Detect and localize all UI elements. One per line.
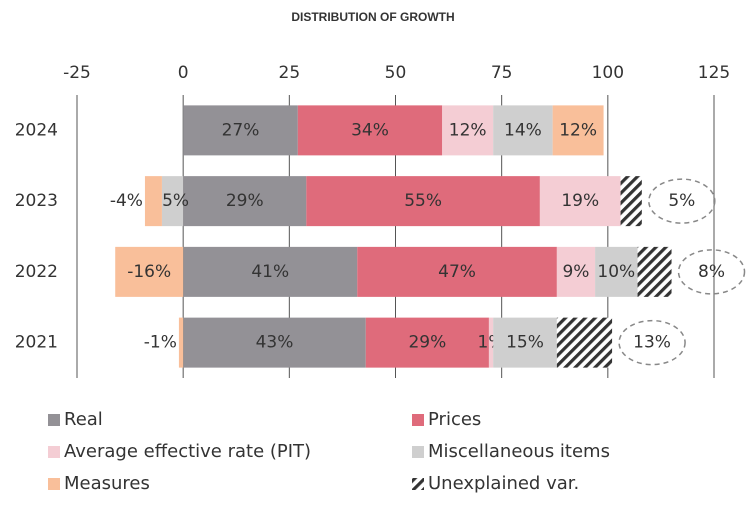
value-label: 34%	[351, 120, 389, 140]
y-tick-label: 2021	[15, 333, 58, 353]
x-tick-label: 25	[279, 63, 301, 83]
legend-swatch	[412, 414, 424, 426]
legend-label: Unexplained var.	[428, 473, 579, 494]
legend-swatch	[412, 446, 424, 458]
bar-segment	[488, 317, 494, 368]
bar-segment	[115, 246, 184, 297]
value-label: -5%	[156, 191, 189, 211]
bar-segment	[357, 246, 557, 297]
x-tick-label: 50	[385, 63, 407, 83]
value-label: 55%	[404, 191, 442, 211]
bar-segment	[620, 176, 642, 227]
legend-swatch	[48, 478, 60, 490]
bar-segment	[556, 317, 613, 368]
bar-segment	[595, 246, 638, 297]
value-label: -16%	[127, 262, 171, 282]
chart-title: DISTRIBUTION OF GROWTH	[291, 10, 454, 24]
bar-segment	[493, 317, 557, 368]
legend-swatch	[48, 414, 60, 426]
bar-segment	[539, 176, 621, 227]
value-label: 13%	[633, 333, 671, 353]
value-label: -1%	[144, 333, 177, 353]
value-label: 15%	[506, 333, 544, 353]
value-label: 27%	[222, 120, 260, 140]
bar-segment	[178, 317, 184, 368]
y-tick-label: 2024	[15, 120, 58, 140]
value-label: 9%	[562, 262, 589, 282]
value-label: 12%	[559, 120, 597, 140]
bar-segment	[365, 317, 489, 368]
y-tick-label: 2023	[15, 191, 58, 211]
value-label: 43%	[256, 333, 294, 353]
value-label: 29%	[408, 333, 446, 353]
y-tick-label: 2022	[15, 262, 58, 282]
value-label: -4%	[110, 191, 143, 211]
bar-segment	[161, 176, 184, 227]
x-tick-label: -25	[63, 63, 91, 83]
legend-label: Miscellaneous items	[428, 441, 610, 462]
bar-segment	[306, 176, 540, 227]
bar-segment	[183, 176, 307, 227]
value-label: 5%	[668, 191, 695, 211]
bar-segment	[637, 246, 672, 297]
value-label: 47%	[438, 262, 476, 282]
x-tick-label: 75	[491, 63, 513, 83]
legend-label: Average effective rate (PIT)	[64, 441, 311, 462]
label-bubble	[648, 178, 716, 224]
value-label: 19%	[561, 191, 599, 211]
bar-segment	[183, 246, 358, 297]
bar-segment	[297, 105, 443, 156]
value-label: 41%	[251, 262, 289, 282]
bar-segment	[442, 105, 494, 156]
legend-label: Prices	[428, 409, 481, 430]
legend-label: Measures	[64, 473, 150, 494]
bar-segment	[556, 246, 596, 297]
legend-swatch	[48, 446, 60, 458]
value-label: 14%	[504, 120, 542, 140]
label-bubble	[618, 319, 686, 366]
legend-swatch	[412, 478, 424, 490]
bar-segment	[183, 317, 366, 368]
bar-segment	[493, 105, 553, 156]
bar-segment	[144, 176, 162, 227]
x-tick-label: 100	[592, 63, 624, 83]
value-label: 10%	[597, 262, 635, 282]
value-label: 12%	[449, 120, 487, 140]
bar-segment	[552, 105, 604, 156]
bar-segment	[183, 105, 298, 156]
x-tick-label: 125	[698, 63, 730, 83]
legend-label: Real	[64, 409, 103, 430]
value-label: 8%	[698, 262, 725, 282]
value-label: 29%	[226, 191, 264, 211]
label-bubble	[677, 249, 746, 295]
x-tick-label: 0	[178, 63, 189, 83]
